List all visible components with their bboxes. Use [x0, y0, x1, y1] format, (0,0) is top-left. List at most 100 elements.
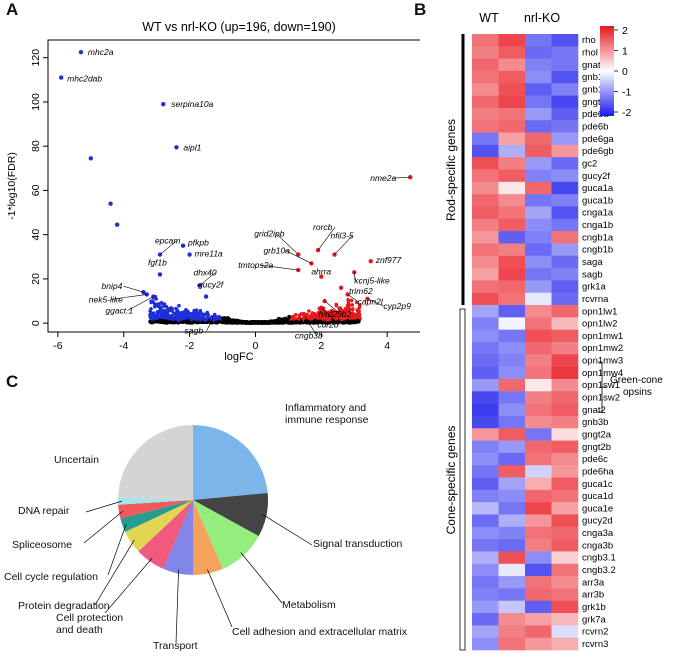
- heatmap-cell: [551, 120, 579, 133]
- heatmap-cell: [525, 206, 552, 220]
- heatmap-cell: [498, 625, 526, 638]
- heatmap-gene-label: gucy2f: [582, 171, 610, 182]
- y-tick-label: 40: [30, 229, 42, 241]
- pie-slice: [163, 500, 193, 575]
- volcano-point: [221, 316, 225, 320]
- volcano-point: [185, 314, 190, 318]
- heatmap-cell: [472, 243, 499, 257]
- heatmap-gene-label: cngb1b: [582, 245, 613, 256]
- volcano-point: [316, 310, 321, 315]
- volcano-plot: WT vs nrl-KO (up=196, down=190) -6 -4 -2 0 2…: [6, 20, 420, 363]
- heatmap-cell: [498, 415, 526, 429]
- heatmap-gene-label: cnga1a: [582, 208, 614, 219]
- heatmap-cell: [472, 551, 499, 565]
- volcano-point: [336, 311, 341, 316]
- heatmap-cell: [498, 452, 526, 466]
- x-tick-label: -6: [53, 340, 62, 352]
- heatmap-gene-label: guca1d: [582, 491, 613, 502]
- heatmap-cell: [525, 243, 552, 257]
- heatmap-gene-label: gucy2d: [582, 516, 613, 527]
- volcano-point: [197, 313, 202, 318]
- heatmap-cell: [498, 70, 526, 84]
- volcano-point: [329, 312, 334, 317]
- volcano-point: [154, 297, 158, 301]
- heatmap-cell: [472, 255, 499, 269]
- cone-group-label: Cone-specific genes: [444, 426, 458, 535]
- heatmap-cell: [472, 539, 499, 552]
- volcano-gene-label: ggact.1: [105, 306, 133, 316]
- volcano-point: [327, 316, 331, 320]
- volcano-point: [278, 318, 283, 323]
- heatmap-cell: [472, 415, 499, 429]
- heatmap-cell: [551, 268, 579, 281]
- heatmap-gene-label: cngb1a: [582, 232, 614, 243]
- heatmap-gene-label: pde6gb: [582, 146, 614, 157]
- volcano-point: [174, 310, 179, 315]
- volcano-point: [58, 75, 64, 80]
- heatmap-cell: [498, 526, 526, 540]
- heatmap-cell: [551, 366, 579, 380]
- y-tick-label: 120: [30, 49, 42, 67]
- volcano-point: [151, 294, 156, 299]
- heatmap-gene-label: grk1a: [582, 282, 606, 293]
- heatmap-cell: [472, 502, 499, 515]
- heatmap-cell: [472, 206, 499, 220]
- heatmap-gene-label: cnga3b: [582, 540, 613, 551]
- panel-letter-c: C: [6, 372, 19, 391]
- heatmap-gene-label: gngt2b: [582, 442, 611, 453]
- heatmap-cell: [551, 194, 579, 207]
- heatmap-cell: [525, 477, 552, 491]
- volcano-point: [357, 312, 362, 316]
- y-tick-label: 60: [30, 184, 42, 196]
- volcano-point: [170, 306, 174, 311]
- heatmap-cell: [551, 502, 579, 515]
- heatmap-gene-label: guca1a: [582, 183, 614, 194]
- heatmap-gene-label: sagb: [582, 269, 603, 280]
- volcano-point: [178, 312, 183, 317]
- heatmap-cell: [525, 34, 552, 47]
- volcano-point: [251, 320, 256, 324]
- pie-leader: [83, 510, 124, 544]
- heatmap-cell: [525, 391, 552, 404]
- heatmap-cell: [498, 366, 526, 380]
- pie-chart: [83, 425, 313, 644]
- heatmap-cell: [525, 194, 552, 207]
- volcano-point: [271, 320, 275, 324]
- heatmap-gene-label: saga: [582, 257, 603, 268]
- heatmap-cell: [551, 46, 579, 59]
- heatmap-cell: [551, 157, 579, 170]
- volcano-point: [298, 320, 302, 325]
- heatmap-cell: [551, 132, 579, 146]
- x-tick-label: -4: [119, 340, 128, 352]
- heatmap-cell: [498, 600, 526, 614]
- pie-leader: [262, 514, 313, 546]
- volcano-point: [264, 320, 269, 325]
- heatmap-cell: [525, 107, 552, 121]
- heatmap-cell: [498, 194, 526, 207]
- heatmap-cell: [472, 144, 499, 158]
- volcano-point: [180, 243, 186, 248]
- heatmap-cell: [498, 489, 526, 503]
- heatmap-cell: [525, 157, 552, 170]
- volcano-point: [157, 272, 163, 277]
- volcano-point: [291, 314, 295, 319]
- volcano-point: [149, 300, 153, 305]
- heatmap-cell: [498, 305, 526, 318]
- heatmap-gene-label: pde6c: [582, 454, 608, 465]
- heatmap-gene-label: gc2: [582, 158, 597, 169]
- volcano-point: [214, 315, 218, 319]
- heatmap-cell: [472, 107, 499, 121]
- pie-label-cellcycle: Cell cycle regulation: [4, 571, 98, 583]
- volcano-point: [203, 294, 209, 299]
- volcano-point: [174, 315, 178, 319]
- heatmap-gene-label: opn1mw3: [582, 356, 623, 367]
- green-cone-bracket: [598, 361, 606, 413]
- volcano-point: [334, 317, 338, 321]
- volcano-point: [155, 319, 160, 324]
- volcano-point: [322, 316, 326, 321]
- volcano-gene-label: mre11a: [195, 249, 223, 259]
- heatmap-cell: [551, 465, 579, 478]
- heatmap-cell: [525, 502, 552, 515]
- heatmap-gene-label: guca1b: [582, 195, 613, 206]
- volcano-point: [151, 311, 156, 315]
